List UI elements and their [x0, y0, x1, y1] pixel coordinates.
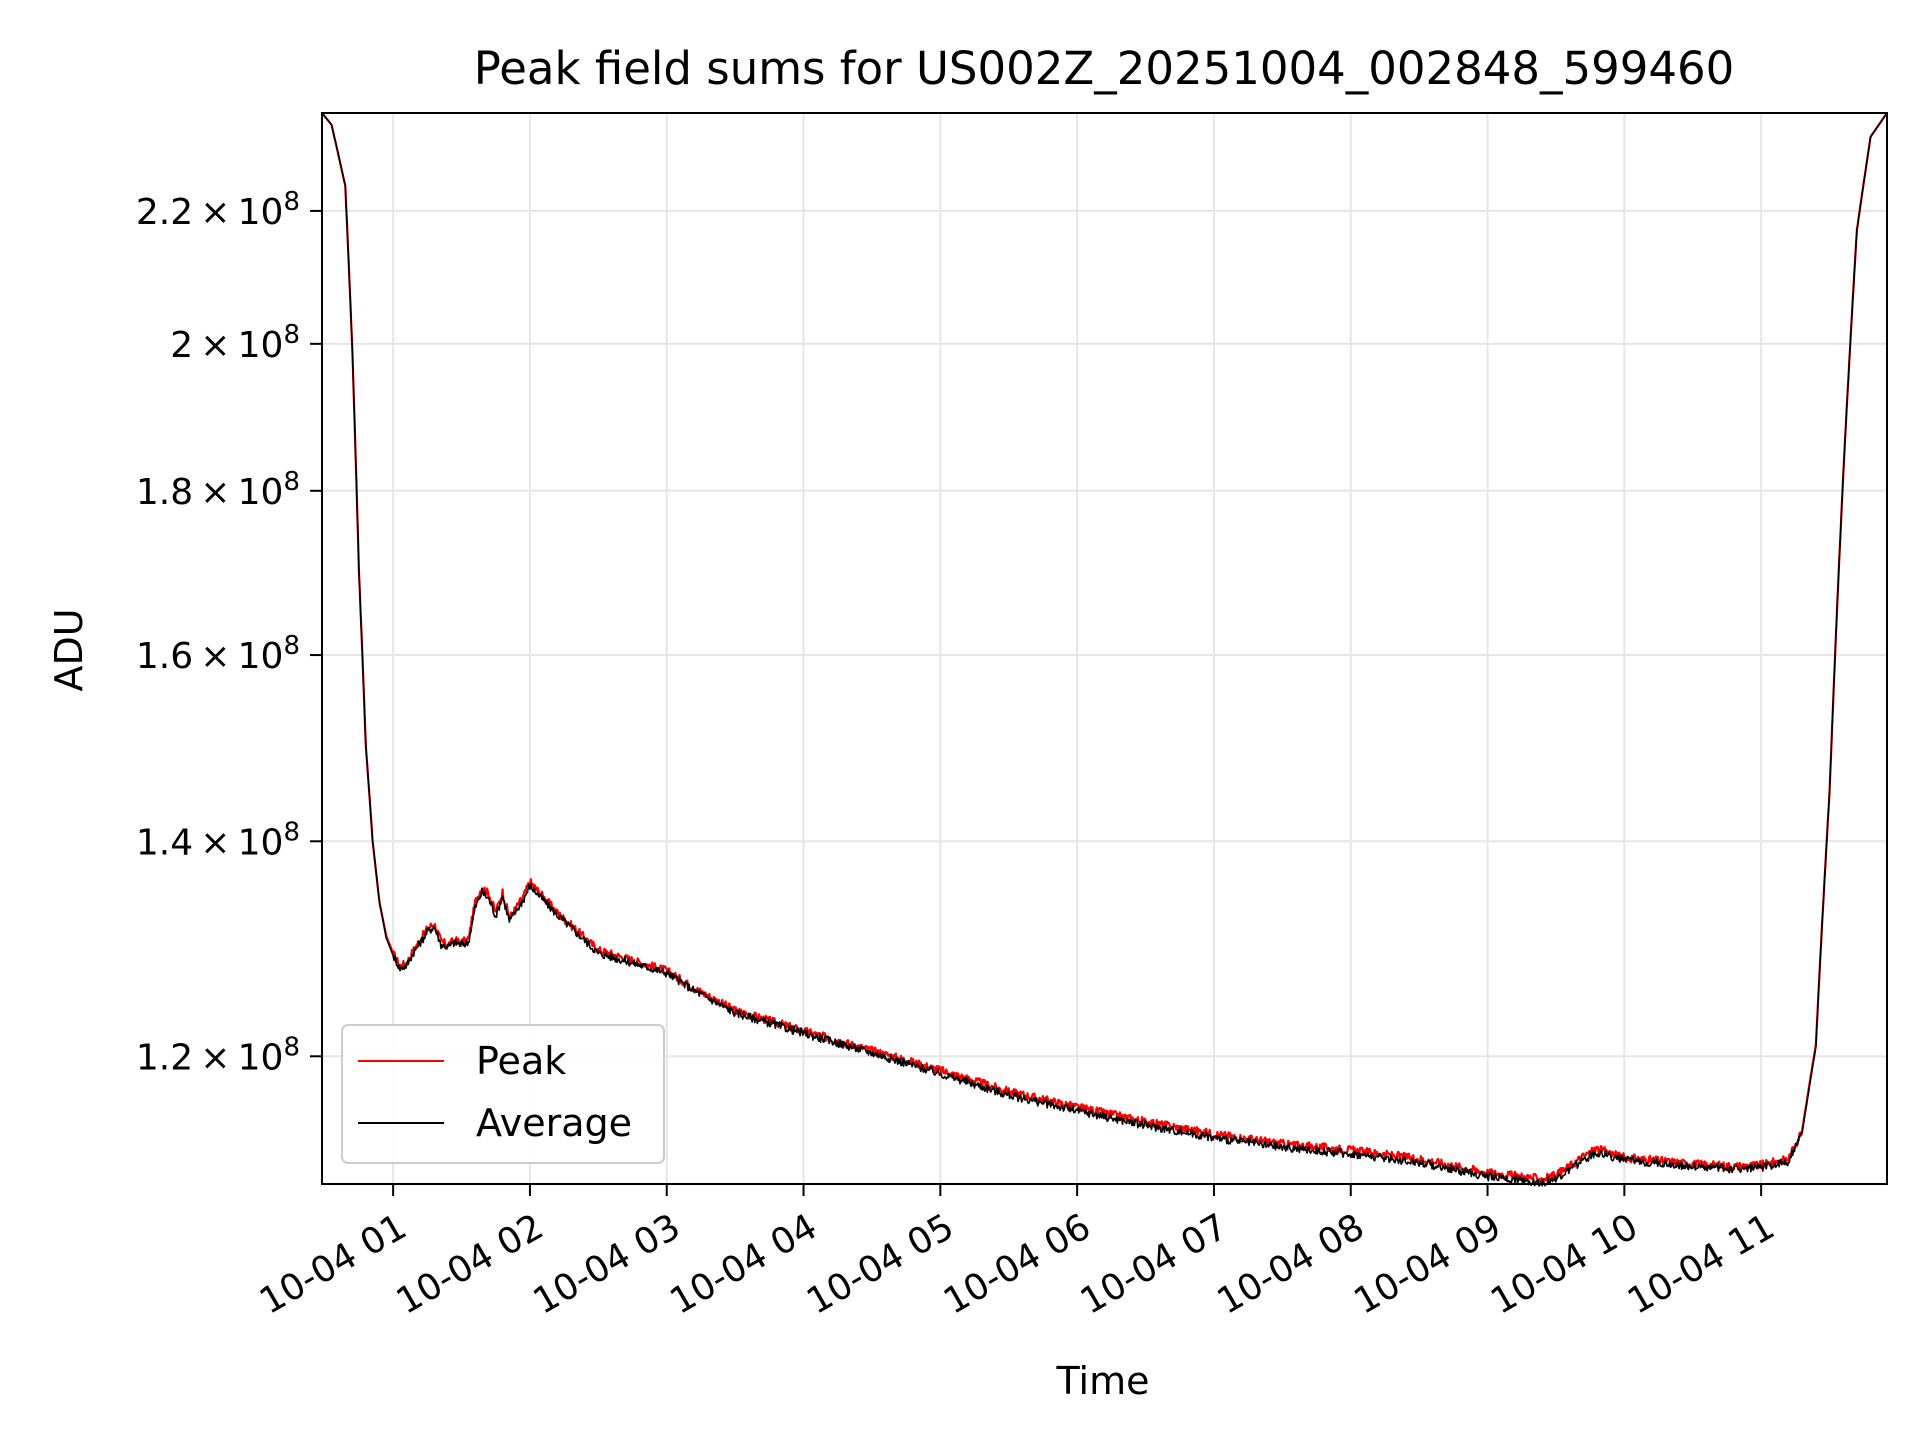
y-tick-label: 1.4 × 108 [136, 817, 300, 863]
y-tick-label: 1.8 × 108 [136, 467, 300, 513]
x-axis-label: Time [1056, 1359, 1150, 1403]
legend: Peak Average [341, 1024, 665, 1164]
series-line-average [321, 112, 1888, 1187]
grid-lines [322, 113, 1887, 1184]
legend-box [341, 1024, 665, 1164]
legend-average-label: Average [476, 1101, 632, 1145]
plot-frame [321, 112, 1888, 1185]
legend-peak-label: Peak [476, 1039, 566, 1083]
y-tick-label: 2.2 × 108 [136, 187, 300, 233]
y-tick-label: 2 × 108 [170, 320, 300, 366]
chart-title: Peak field sums for US002Z_20251004_0028… [474, 42, 1735, 95]
y-tick-label: 1.2 × 108 [136, 1032, 300, 1078]
y-axis-label: ADU [47, 608, 91, 691]
series-lines [321, 112, 1888, 1187]
y-tick-label: 1.6 × 108 [136, 631, 300, 677]
